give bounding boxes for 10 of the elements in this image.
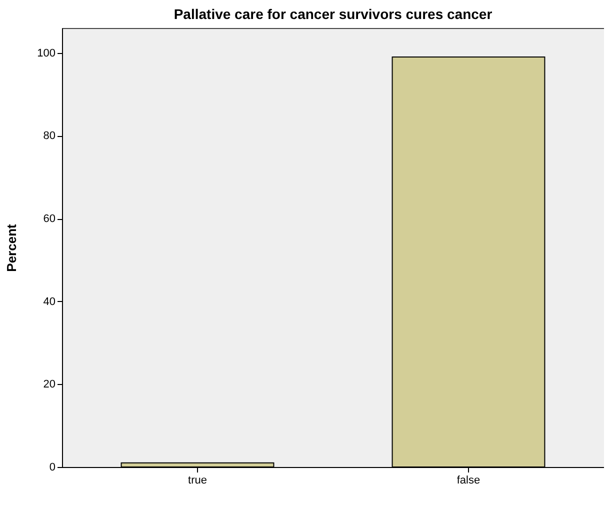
chart-title: Pallative care for cancer survivors cures cancer [174,6,493,22]
y-tick-label: 0 [49,462,56,474]
y-tick-label: 60 [43,213,56,226]
x-tick-label: false [456,474,480,486]
y-tick-label: 20 [43,378,56,391]
x-tick-label: true [188,474,207,486]
y-tick-label: 40 [43,296,56,308]
y-axis-title: Percent [4,223,20,272]
y-tick-label: 80 [43,130,56,142]
y-tick-label: 100 [37,47,56,60]
